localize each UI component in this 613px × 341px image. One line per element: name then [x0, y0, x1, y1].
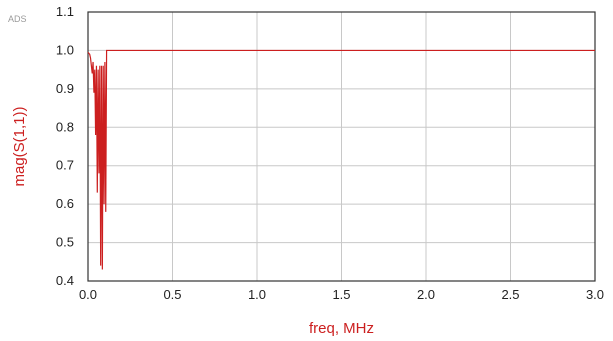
x-tick-label: 2.0 — [417, 287, 435, 302]
y-tick-label: 0.4 — [56, 273, 74, 288]
ads-watermark: ADS — [8, 14, 27, 24]
y-axis-title: mag(S(1,1)) — [11, 106, 28, 186]
grid — [87, 11, 596, 282]
x-tick-label: 2.5 — [501, 287, 519, 302]
x-axis-title: freq, MHz — [309, 320, 374, 337]
x-tick-label: 0.5 — [163, 287, 181, 302]
x-tick-label: 1.5 — [332, 287, 350, 302]
y-axis: 0.4 0.5 0.6 0.7 0.8 0.9 1.0 1.1 — [56, 4, 74, 288]
series-layer — [87, 49, 595, 270]
x-axis: 0.0 0.5 1.0 1.5 2.0 2.5 3.0 — [79, 287, 604, 302]
plot-frame — [87, 11, 596, 282]
y-tick-label: 0.8 — [56, 119, 74, 134]
series-line-s11 — [87, 49, 595, 270]
x-tick-label: 0.0 — [79, 287, 97, 302]
y-tick-label: 0.9 — [56, 81, 74, 96]
y-tick-label: 0.5 — [56, 235, 74, 250]
x-tick-label: 3.0 — [586, 287, 604, 302]
x-tick-label: 1.0 — [248, 287, 266, 302]
y-tick-label: 0.7 — [56, 158, 74, 173]
y-tick-label: 1.0 — [56, 42, 74, 57]
y-tick-label: 0.6 — [56, 196, 74, 211]
y-tick-label: 1.1 — [56, 4, 74, 19]
